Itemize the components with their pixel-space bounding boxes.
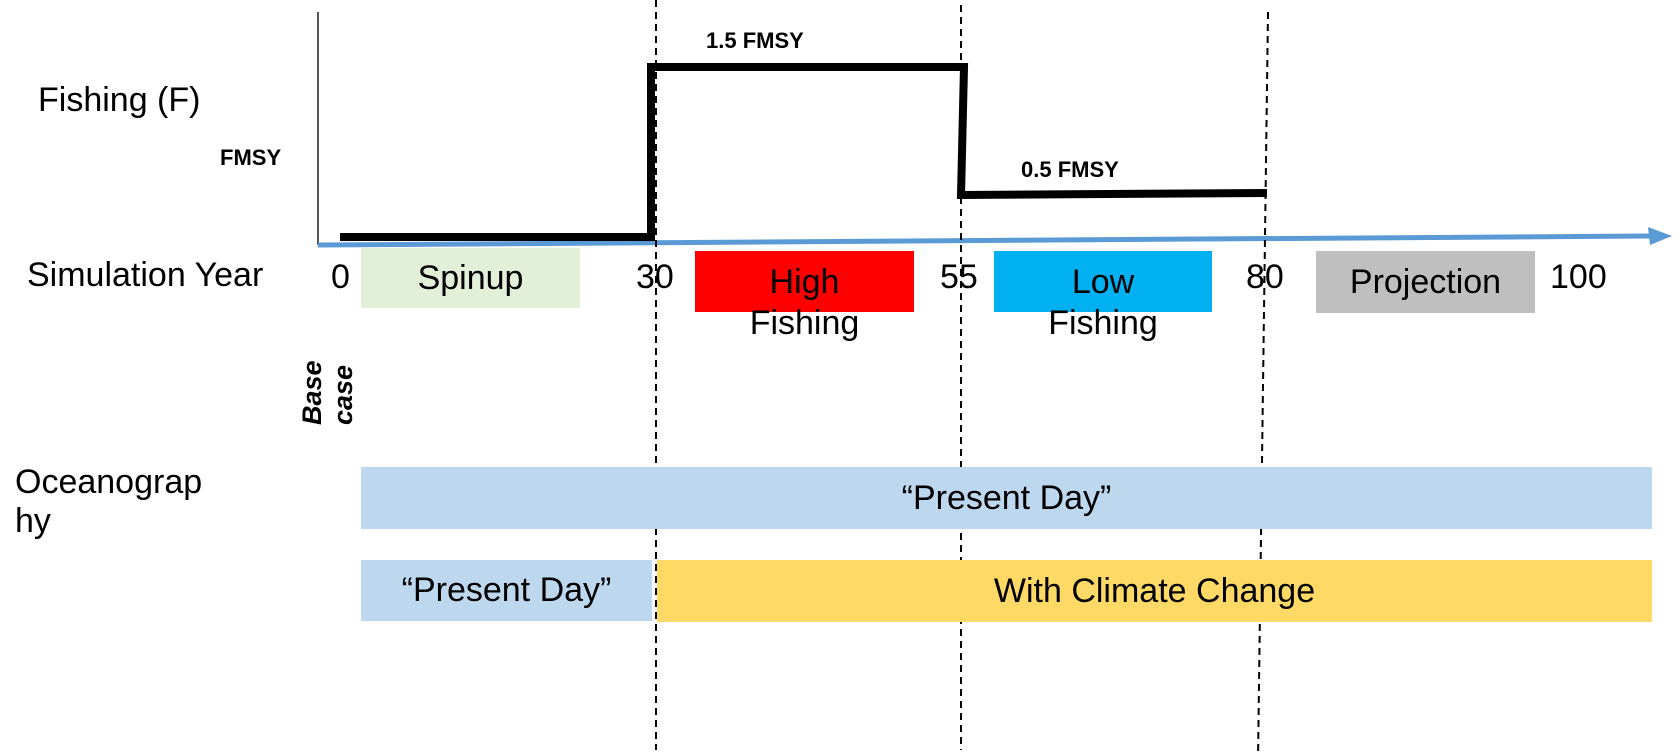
year-tick-0: 0 [331, 258, 350, 296]
oceanography-present-day-short-bar: “Present Day” [361, 560, 652, 621]
oceanography-present-day-bar: “Present Day” [361, 467, 1652, 529]
fishing-level-line [340, 63, 1268, 241]
high-fmsy-label: 1.5 FMSY [706, 28, 804, 53]
phase-high-fishing [695, 251, 914, 312]
present-day-short-label: “Present Day” [401, 571, 612, 609]
fishing-label: Fishing (F) [38, 81, 201, 119]
oceanography-climate-change-bar: With Climate Change [657, 560, 1652, 622]
phase-low-fishing [994, 251, 1212, 312]
present-day-full-label: “Present Day” [901, 478, 1112, 517]
phase-projection: Projection [1316, 251, 1535, 313]
phase-low-fishing-label: Low Fishing [1048, 263, 1158, 342]
climate-change-label: With Climate Change [993, 571, 1316, 610]
oceanography-label: Oceanograp hy [15, 463, 203, 541]
time-axis-arrow [317, 233, 1651, 248]
phase-spinup-label: Spinup [417, 258, 524, 297]
low-fmsy-label: 0.5 FMSY [1021, 157, 1119, 182]
fmsy-axis-label: FMSY [220, 145, 282, 170]
phase-high-fishing-label: High Fishing [749, 263, 860, 342]
divider-year-80 [1257, 11, 1269, 753]
year-tick-55: 55 [940, 258, 978, 296]
simulation-year-label: Simulation Year [27, 256, 264, 294]
year-tick-80: 80 [1246, 258, 1284, 296]
phase-spinup: Spinup [361, 248, 580, 308]
phase-projection-label: Projection [1349, 262, 1502, 301]
year-tick-100: 100 [1550, 258, 1607, 296]
year-tick-30: 30 [636, 258, 674, 296]
base-case-label: Base case [297, 360, 359, 425]
time-axis-arrowhead [1648, 227, 1672, 245]
